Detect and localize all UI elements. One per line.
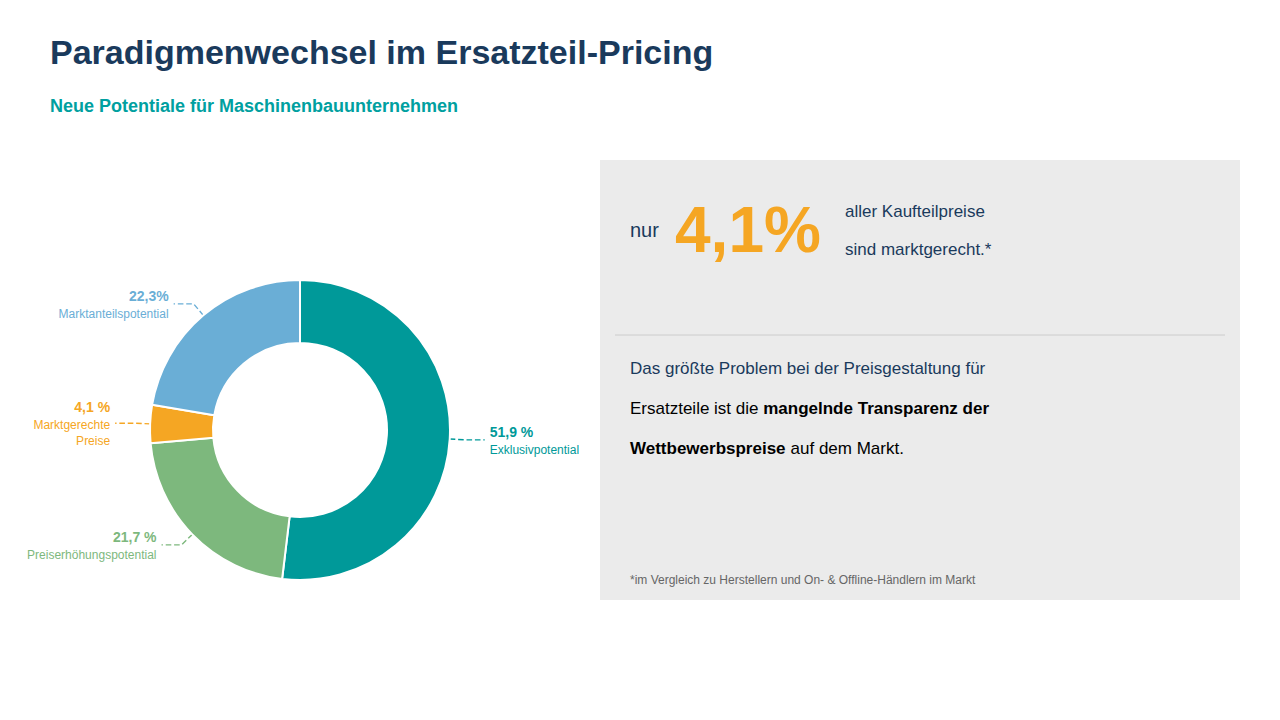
svg-text:sind marktgerecht.*: sind marktgerecht.* <box>845 240 992 259</box>
svg-text:Wettbewerbspreise: Wettbewerbspreise <box>630 439 786 458</box>
svg-text:21,7 %: 21,7 % <box>113 529 157 545</box>
svg-text:Neue Potentiale für Maschinenb: Neue Potentiale für Maschinenbauunterneh… <box>50 96 458 116</box>
svg-text:Preise: Preise <box>76 434 110 448</box>
svg-text:Preiserhöhungspotential: Preiserhöhungspotential <box>27 548 156 562</box>
svg-text:auf dem Markt.: auf dem Markt. <box>791 439 904 458</box>
svg-text:Das größte Problem bei der Pre: Das größte Problem bei der Preisgestaltu… <box>630 359 986 378</box>
svg-text:51,9 %: 51,9 % <box>490 424 534 440</box>
svg-text:Paradigmenwechsel im Ersatztei: Paradigmenwechsel im Ersatzteil-Pricing <box>50 33 713 71</box>
svg-text:4,1 %: 4,1 % <box>74 399 110 415</box>
svg-text:Ersatzteile ist die: Ersatzteile ist die <box>630 399 763 418</box>
svg-text:Exklusivpotential: Exklusivpotential <box>490 443 579 457</box>
svg-text:mangelnde Transparenz der: mangelnde Transparenz der <box>763 399 989 418</box>
svg-text:aller Kaufteilpreise: aller Kaufteilpreise <box>845 202 985 221</box>
svg-text:Marktanteilspotential: Marktanteilspotential <box>59 307 169 321</box>
svg-text:*im Vergleich zu Herstellern u: *im Vergleich zu Herstellern und On- & O… <box>630 573 976 587</box>
svg-text:22,3%: 22,3% <box>129 288 169 304</box>
svg-text:Marktgerechte: Marktgerechte <box>33 418 110 432</box>
svg-text:nur: nur <box>630 219 659 241</box>
svg-text:4,1%: 4,1% <box>675 194 821 266</box>
